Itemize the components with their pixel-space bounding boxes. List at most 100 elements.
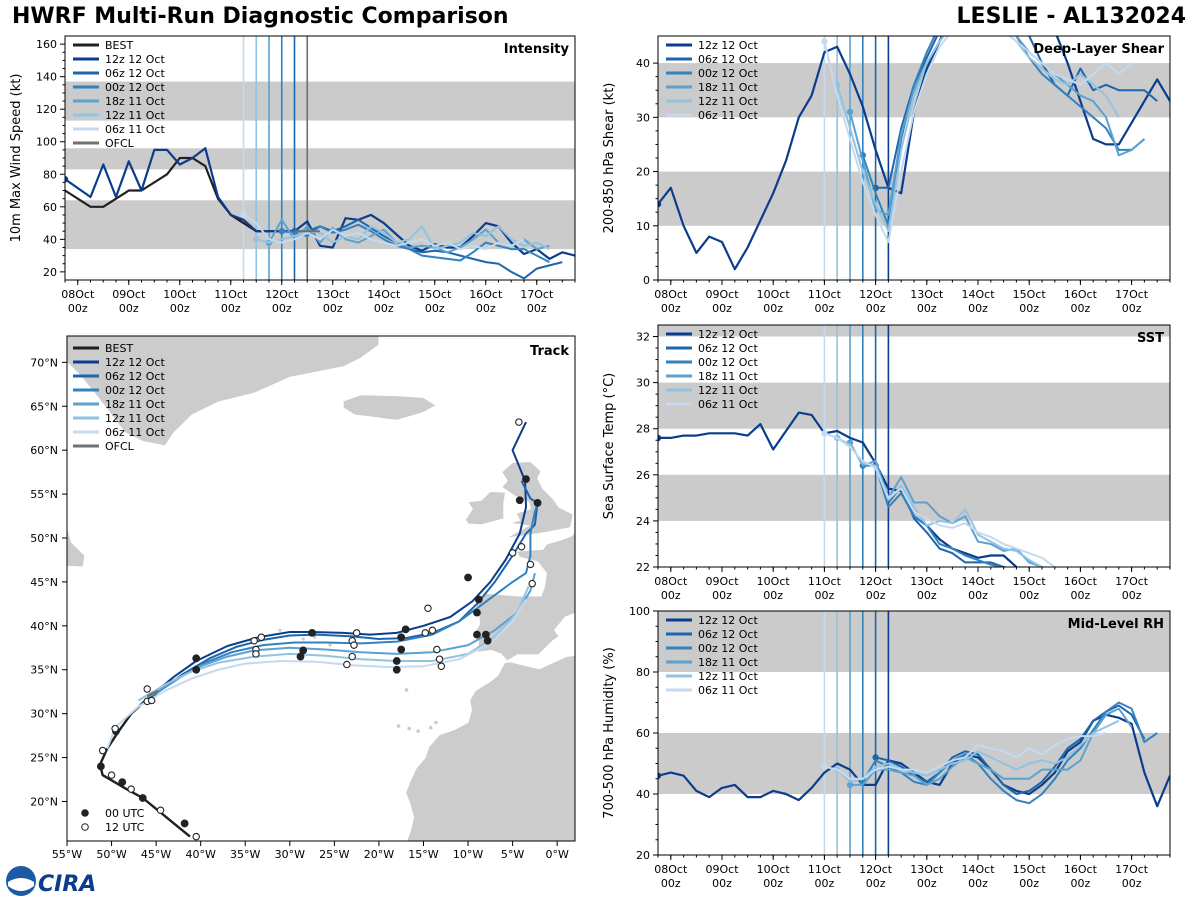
shear-xtick-label: 00z — [815, 302, 835, 315]
intensity-series-6 — [242, 214, 525, 251]
intensity-chart: 2040608010012014016008Oct00z09Oct00z10Oc… — [9, 35, 576, 315]
shear-xtick-label: 13Oct — [910, 288, 944, 301]
rh-legend-label: 00z 12 Oct — [698, 642, 758, 655]
rh-series-2 — [861, 701, 1158, 805]
intensity-xtick-label: 12Oct — [265, 288, 299, 301]
track-marker-12utc — [437, 662, 446, 670]
track-marker-12utc — [421, 629, 430, 637]
track-marker-12utc — [156, 806, 165, 815]
rh-xtick-label: 11Oct — [808, 863, 842, 876]
track-marker-12utc — [352, 629, 361, 637]
sst-legend-label: 18z 11 Oct — [698, 370, 758, 383]
sst-series-5 — [824, 432, 1056, 567]
track-marker-00utc — [522, 475, 530, 484]
azores-island-0 — [328, 643, 332, 647]
track-ytick-label: 20°N — [30, 795, 58, 808]
intensity-xtick-label: 13Oct — [316, 288, 350, 301]
azores-island-3 — [278, 628, 282, 632]
track-xtick-label: 50°W — [96, 848, 126, 861]
track-xtick-label: 0°W — [545, 848, 568, 861]
intensity-xtick-label: 08Oct — [61, 288, 95, 301]
rh-ytick-label: 40 — [636, 788, 650, 801]
intensity-xtick-label: 15Oct — [418, 288, 452, 301]
shear-xtick-label: 08Oct — [654, 288, 688, 301]
track-marker-12utc — [343, 660, 351, 669]
shear-plot-area — [658, 36, 1170, 280]
intensity-xtick-label: 11Oct — [214, 288, 248, 301]
sst-ytick-label: 26 — [636, 469, 650, 482]
track-legend-label: 12z 11 Oct — [105, 412, 165, 425]
intensity-xtick-label: 00z — [68, 302, 88, 315]
intensity-legend-label: 12z 12 Oct — [105, 53, 165, 66]
track-marker-00utc — [397, 633, 406, 642]
rh-xtick-label: 00z — [763, 877, 783, 890]
track-frame — [66, 335, 576, 842]
rh-xtick-label: 00z — [968, 877, 988, 890]
track-marker-00utc — [308, 628, 316, 637]
track-legend-label: 00z 12 Oct — [105, 384, 165, 397]
rh-xtick-label: 17Oct — [1115, 863, 1149, 876]
track-legend-label: 12z 12 Oct — [105, 356, 165, 369]
shear-band-0 — [658, 171, 1170, 226]
rh-xtick-label: 00z — [815, 877, 835, 890]
shear-ylabel: 200-850 hPa Shear (kt) — [602, 83, 617, 234]
ireland — [464, 491, 506, 526]
rh-chart: 2040608010008Oct00z09Oct00z10Oct00z11Oct… — [602, 605, 1171, 890]
shear-xtick-label: 14Oct — [961, 288, 995, 301]
rh-xtick-label: 09Oct — [705, 863, 739, 876]
track-xtick-label: 20°W — [364, 848, 394, 861]
rh-xtick-label: 15Oct — [1013, 863, 1047, 876]
track-marker-00utc — [515, 496, 524, 505]
intensity-series-start-3 — [278, 228, 285, 235]
shear-legend-label: 00z 12 Oct — [698, 67, 758, 80]
intensity-xtick-label: 00z — [272, 302, 292, 315]
sst-title: SST — [1137, 331, 1164, 346]
intensity-xtick-label: 00z — [170, 302, 190, 315]
shear-series-start-3 — [846, 108, 854, 116]
sst-chart: 22242628303208Oct00z09Oct00z10Oct00z11Oc… — [602, 324, 1171, 602]
sst-legend-label: 06z 12 Oct — [698, 342, 758, 355]
sst-xtick-label: 00z — [866, 589, 886, 602]
shear-xtick-label: 00z — [712, 302, 732, 315]
shear-xtick-label: 15Oct — [1013, 288, 1047, 301]
intensity-xtick-label: 14Oct — [367, 288, 401, 301]
track-marker-legend-label: 00 UTC — [105, 807, 145, 820]
intensity-ytick-label: 60 — [43, 201, 57, 214]
sst-xtick-label: 13Oct — [910, 575, 944, 588]
sst-ytick-label: 32 — [636, 331, 650, 344]
sst-xtick-label: 17Oct — [1115, 575, 1149, 588]
intensity-series-3 — [281, 223, 550, 263]
shear-series-5 — [823, 36, 1133, 243]
track-line-3 — [151, 502, 539, 697]
intensity-band-2 — [65, 81, 575, 121]
track-marker-00utc — [474, 595, 483, 604]
sst-xtick-label: 11Oct — [808, 575, 842, 588]
storm-title: LESLIE - AL132024 — [956, 4, 1186, 29]
sst-legend-label: 12z 12 Oct — [698, 328, 758, 341]
page-title: HWRF Multi-Run Diagnostic Comparison — [12, 4, 509, 29]
track-legend-label: BEST — [105, 342, 133, 355]
track-marker-12utc — [257, 633, 266, 641]
track-marker-12utc — [433, 645, 441, 654]
cira-logo-text: CIRA — [38, 872, 96, 897]
rh-series-start-1 — [872, 754, 879, 761]
track-marker-00utc — [464, 573, 472, 582]
intensity-legend-label: 00z 12 Oct — [105, 81, 165, 94]
intensity-ylabel: 10m Max Wind Speed (kt) — [9, 74, 24, 243]
sst-ylabel: Sea Surface Temp (°C) — [602, 373, 617, 520]
madeira — [404, 688, 409, 692]
shear-ytick-label: 40 — [636, 57, 650, 70]
sst-xtick-label: 00z — [1071, 589, 1091, 602]
rh-series-4 — [836, 719, 1120, 783]
track-marker-12utc — [348, 652, 356, 661]
intensity-legend-label: 06z 12 Oct — [105, 67, 165, 80]
track-xtick-label: 45°W — [141, 848, 171, 861]
intensity-xtick-label: 00z — [323, 302, 343, 315]
intensity-series-2 — [294, 218, 563, 280]
shear-ytick-label: 10 — [636, 220, 650, 233]
azores-island-2 — [301, 637, 305, 641]
rh-xtick-label: 00z — [1071, 877, 1091, 890]
caribbean-edge — [67, 814, 68, 816]
track-xtick-label: 40°W — [185, 848, 215, 861]
sst-series-start-0 — [658, 434, 662, 442]
